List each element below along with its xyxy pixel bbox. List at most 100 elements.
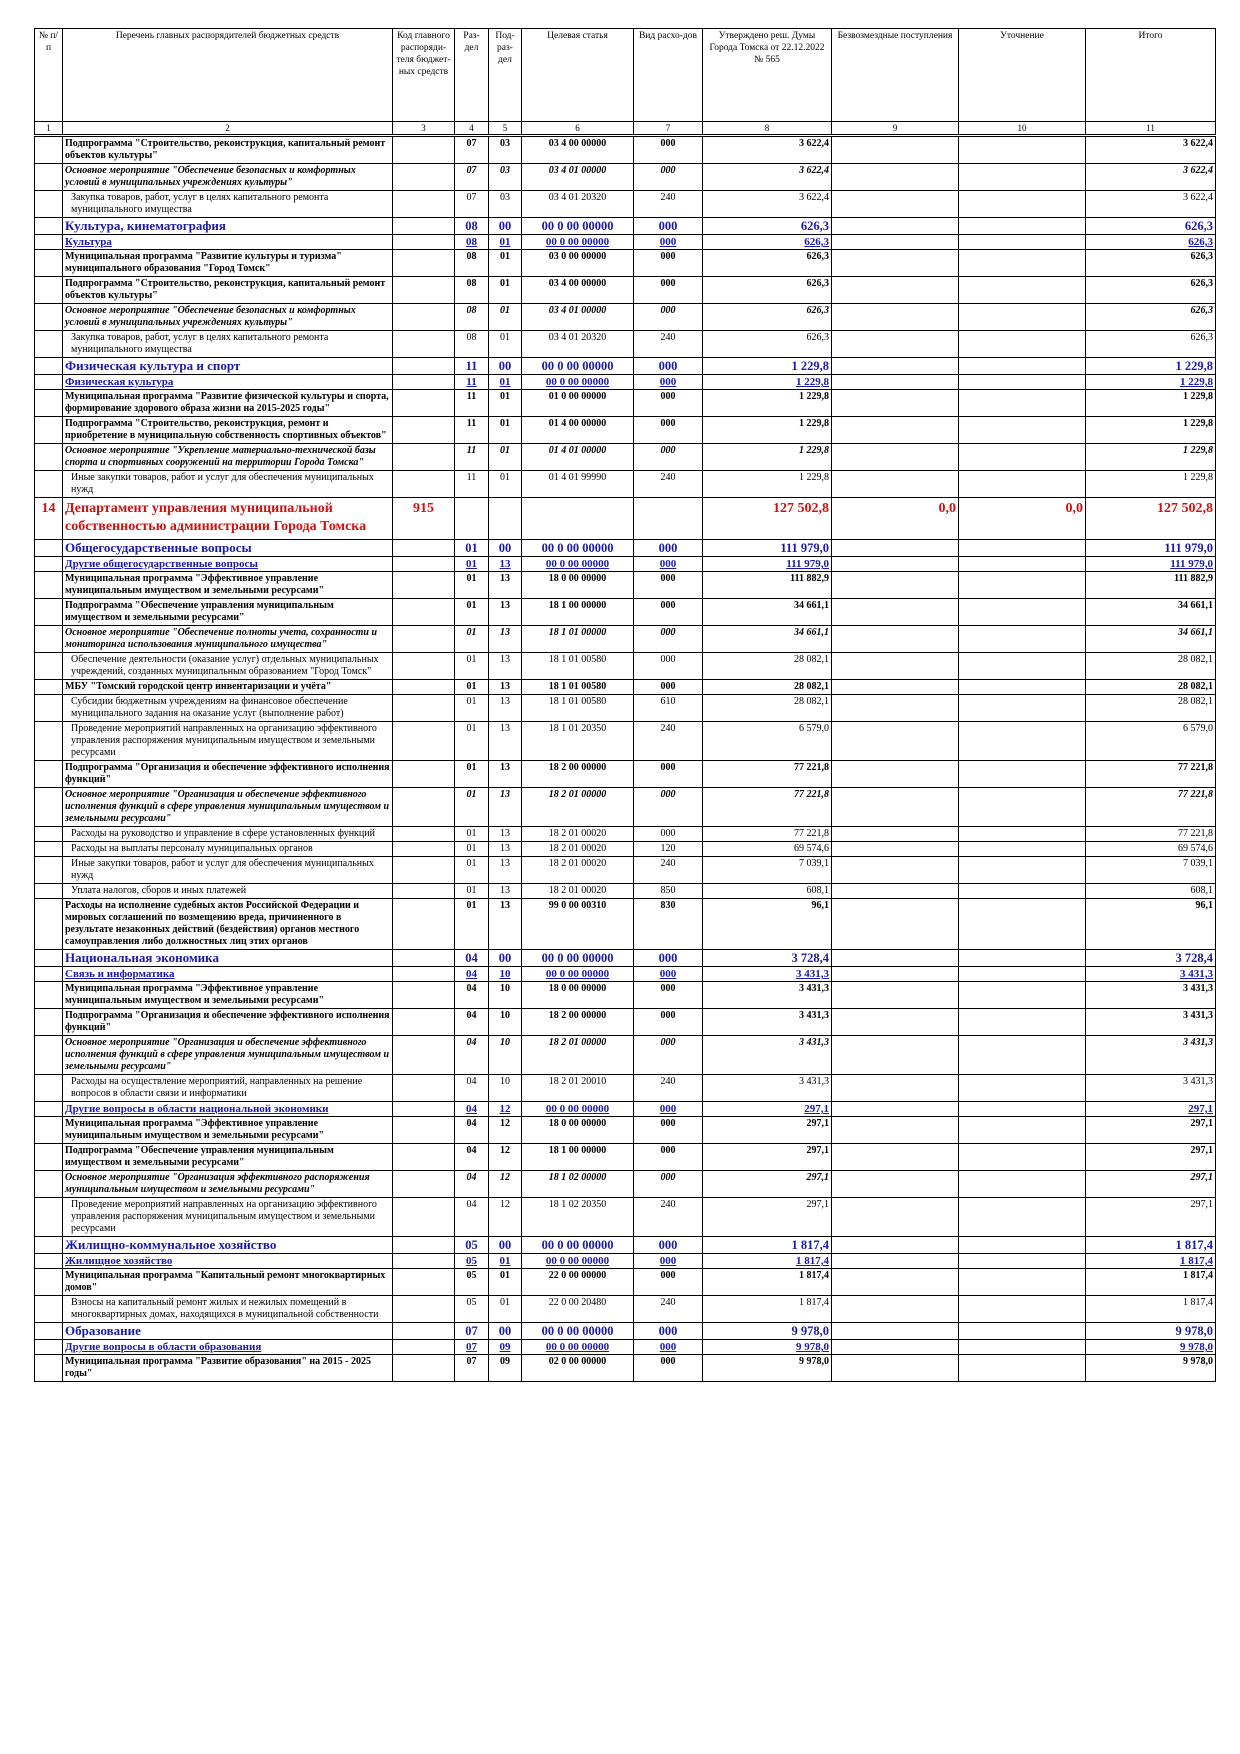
table-row: Другие вопросы в области национальной эк… [34,1101,1216,1117]
table-row: Расходы на осуществление мероприятий, на… [34,1074,1216,1102]
cell-name: Закупка товаров, работ, услуг в целях ка… [62,330,393,358]
cell-num: 297,1 [702,1170,832,1198]
cell-code [34,1170,63,1198]
cell-code: 00 [488,949,522,967]
cell-code [34,826,63,842]
cell-num [958,135,1086,164]
cell-code: 04 [454,1101,489,1117]
cell-num: 28 082,1 [1085,652,1216,680]
cell-code: 12 [488,1143,522,1171]
cell-num: 77 221,8 [702,826,832,842]
cell-code: 10 [488,1035,522,1075]
cell-code: 240 [633,1295,703,1323]
cell-code: 08 [454,217,489,235]
cell-num [831,883,959,899]
cell-num: 297,1 [702,1143,832,1171]
cell-code: 00 0 00 00000 [521,357,634,375]
cell-code: 18 2 01 00020 [521,883,634,899]
cell-code: 18 1 01 00000 [521,625,634,653]
cell-num: 1 229,8 [702,357,832,375]
cell-name: Муниципальная программа "Развитие образо… [62,1354,393,1382]
table-row: Культура 08 01 00 0 00 00000 000 626,3 626,3 [34,234,1216,250]
cell-num: 9 978,0 [1085,1322,1216,1340]
cell-code [392,539,455,557]
cell-code [34,190,63,218]
cell-num: 9 978,0 [702,1322,832,1340]
cell-num: 626,3 [702,217,832,235]
cell-code: 05 [454,1253,489,1269]
cell-num [831,276,959,304]
cell-num: 1 229,8 [1085,470,1216,498]
cell-code [392,1008,455,1036]
column-number: 5 [488,121,522,137]
cell-num: 297,1 [702,1101,832,1117]
cell-name: Образование [62,1322,393,1340]
cell-num [958,539,1086,557]
header-cell: Безвозмездные поступления [831,28,959,122]
cell-code: 03 4 01 20320 [521,190,634,218]
cell-code: 18 0 00 00000 [521,571,634,599]
cell-code [34,1197,63,1237]
cell-code: 01 [488,374,522,390]
cell-name: Подпрограмма "Организация и обеспечение … [62,760,393,788]
cell-name: Подпрограмма "Строительство, реконструкц… [62,416,393,444]
cell-code [392,841,455,857]
cell-num: 77 221,8 [702,760,832,788]
cell-num: 69 574,6 [702,841,832,857]
cell-code [392,217,455,235]
cell-code [34,1116,63,1144]
cell-code: 00 0 00 00000 [521,539,634,557]
cell-code: 000 [633,249,703,277]
cell-code [392,249,455,277]
header-cell: Целевая статья [521,28,634,122]
cell-code: 01 [488,470,522,498]
cell-code: 18 1 02 20350 [521,1197,634,1237]
cell-code: 18 2 01 00020 [521,856,634,884]
cell-code: 03 4 01 20320 [521,330,634,358]
cell-code: 18 2 01 00020 [521,826,634,842]
cell-num [831,1170,959,1198]
cell-num [958,760,1086,788]
cell-num [831,374,959,390]
cell-code: 01 [488,1268,522,1296]
table-row: Основное мероприятие "Организация и обес… [34,1035,1216,1075]
cell-name: Другие общегосударственные вопросы [62,556,393,572]
cell-num [831,135,959,164]
cell-num: 3 622,4 [702,163,832,191]
cell-num: 3 431,3 [1085,1008,1216,1036]
cell-code: 05 [454,1268,489,1296]
cell-code [392,1170,455,1198]
table-row: Подпрограмма "Организация и обеспечение … [34,1008,1216,1036]
cell-num [831,1322,959,1340]
cell-num [958,787,1086,827]
cell-num: 28 082,1 [702,679,832,695]
cell-name: Уплата налогов, сборов и иных платежей [62,883,393,899]
cell-code: 000 [633,571,703,599]
cell-num [831,787,959,827]
cell-code: 12 [488,1116,522,1144]
cell-code: 18 0 00 00000 [521,981,634,1009]
table-row: Физическая культура 11 01 00 0 00 00000 000 1… [34,374,1216,390]
cell-code: 05 [454,1236,489,1254]
cell-code [34,571,63,599]
cell-num [958,470,1086,498]
cell-code: 11 [454,357,489,375]
cell-code: 01 [454,571,489,599]
cell-code: 03 [488,190,522,218]
cell-code: 240 [633,330,703,358]
cell-code: 11 [454,470,489,498]
table-row: Основное мероприятие "Обеспечение полнот… [34,625,1216,653]
cell-code [392,163,455,191]
cell-code: 000 [633,163,703,191]
cell-num: 1 817,4 [1085,1295,1216,1323]
table-row: Муниципальная программа "Эффективное упр… [34,1116,1216,1144]
cell-code: 18 2 00 00000 [521,760,634,788]
cell-num [958,389,1086,417]
cell-name: Жилищное хозяйство [62,1253,393,1269]
cell-num: 9 978,0 [702,1339,832,1355]
cell-code: 01 [454,598,489,626]
table-row: Физическая культура и спорт 11 00 00 0 00 0… [34,357,1216,375]
cell-code: 04 [454,1116,489,1144]
cell-code [392,357,455,375]
cell-name: Департамент управления муниципальной соб… [62,497,393,540]
